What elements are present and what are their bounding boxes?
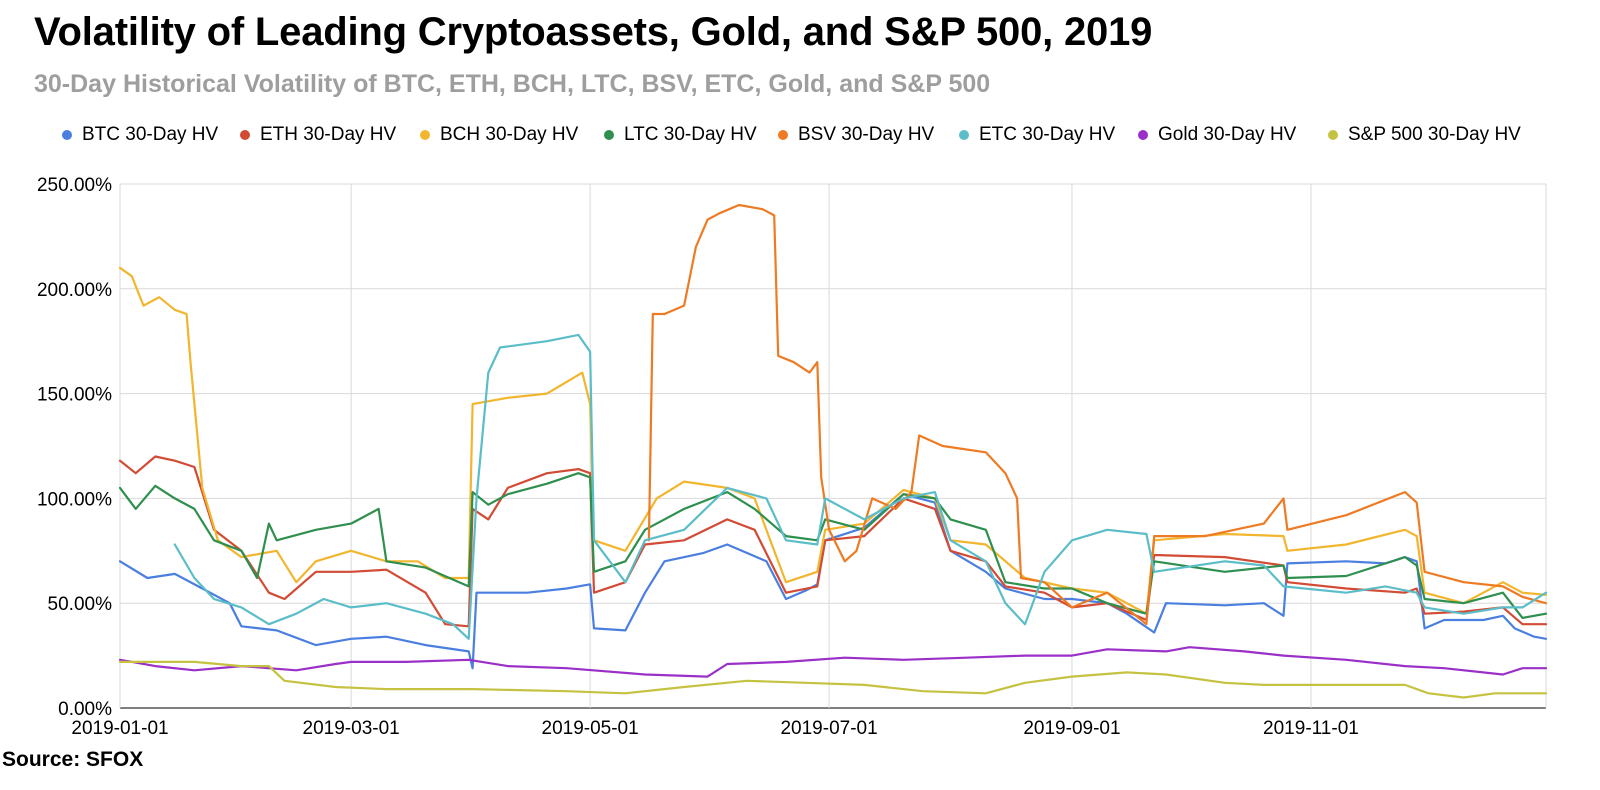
x-tick-label: 2019-05-01 (542, 718, 639, 739)
legend-item: ETH 30-Day HV (240, 124, 396, 146)
series-line-etc-30-day-hv (173, 333, 1548, 640)
y-tick-label: 50.00% (48, 594, 113, 615)
legend-label: Gold 30-Day HV (1158, 124, 1297, 145)
legend-item: BTC 30-Day HV (62, 124, 218, 146)
series-line-eth-30-day-hv (118, 455, 1548, 628)
x-tick-label: 2019-09-01 (1023, 718, 1120, 739)
chart-subtitle: 30-Day Historical Volatility of BTC, ETH… (34, 70, 991, 98)
x-tick-label: 2019-07-01 (780, 718, 877, 739)
series-line-gold-30-day-hv (118, 646, 1548, 678)
legend-swatch (420, 130, 430, 140)
series-line-bch-30-day-hv (118, 266, 1548, 615)
series-layer (118, 203, 1548, 699)
legend-label: BTC 30-Day HV (82, 124, 219, 145)
y-tick-label: 250.00% (37, 175, 112, 196)
y-tick-label: 150.00% (37, 385, 112, 406)
legend-swatch (959, 130, 969, 140)
legend-swatch (1328, 130, 1338, 140)
y-tick-label: 0.00% (58, 699, 112, 720)
legend-swatch (62, 130, 72, 140)
legend-label: BSV 30-Day HV (798, 124, 935, 145)
legend-item: LTC 30-Day HV (604, 124, 757, 146)
legend-label: ETH 30-Day HV (260, 124, 397, 145)
series-line-s-p-500-30-day-hv (118, 660, 1548, 699)
legend-swatch (1138, 130, 1148, 140)
legend-swatch (604, 130, 614, 140)
legend-label: S&P 500 30-Day HV (1348, 124, 1521, 145)
legend-label: LTC 30-Day HV (624, 124, 757, 145)
chart-title: Volatility of Leading Cryptoassets, Gold… (34, 10, 1153, 54)
legend-swatch (240, 130, 250, 140)
series-line-btc-30-day-hv (118, 493, 1548, 670)
grid-layer (119, 183, 1547, 709)
x-tick-label: 2019-11-01 (1263, 718, 1359, 739)
legend-item: BSV 30-Day HV (778, 124, 934, 146)
y-tick-label: 200.00% (37, 280, 112, 301)
legend-label: ETC 30-Day HV (979, 124, 1116, 145)
source-note: Source: SFOX (2, 748, 144, 771)
legend-item: Gold 30-Day HV (1138, 124, 1296, 146)
legend-item: S&P 500 30-Day HV (1328, 124, 1521, 146)
legend-swatch (778, 130, 788, 140)
x-tick-label: 2019-03-01 (303, 718, 400, 739)
y-tick-label: 100.00% (37, 489, 112, 510)
x-tick-label: 2019-01-01 (71, 718, 168, 739)
series-line-bsv-30-day-hv (647, 203, 1548, 626)
legend-item: ETC 30-Day HV (959, 124, 1115, 146)
series-line-ltc-30-day-hv (118, 472, 1548, 620)
legend-item: BCH 30-Day HV (420, 124, 578, 146)
legend-label: BCH 30-Day HV (440, 124, 579, 145)
axis-layer: 0.00% 50.00% 100.00% 150.00% 200.00% 250.00% 2… (37, 175, 1359, 739)
